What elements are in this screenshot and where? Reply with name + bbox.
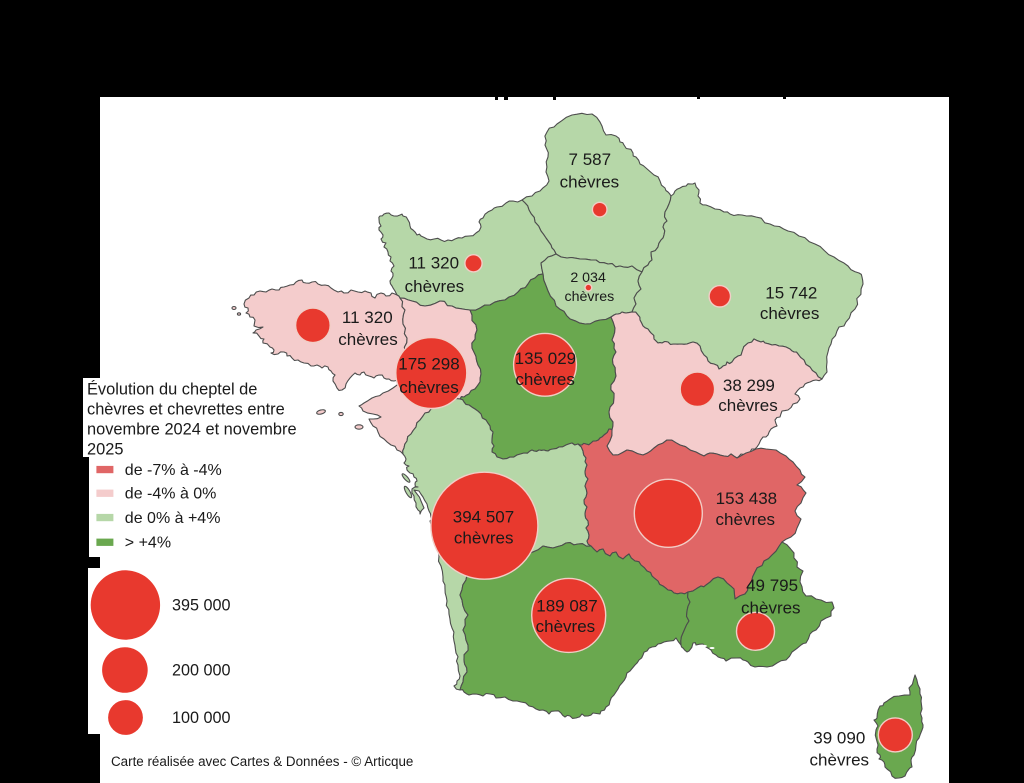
svg-text:38 299: 38 299 [723,376,775,395]
svg-text:chèvres: chèvres [405,277,465,296]
svg-text:chèvres: chèvres [741,599,801,618]
svg-text:de 0% à +4%: de 0% à +4% [125,510,221,527]
svg-text:100 000: 100 000 [172,709,231,727]
svg-text:49 795: 49 795 [746,576,798,595]
svg-text:novembre 2024 et novembre: novembre 2024 et novembre [87,420,297,438]
svg-text:de -4% à 0%: de -4% à 0% [125,486,217,503]
svg-text:chèvres: chèvres [399,378,459,397]
svg-text:189 087: 189 087 [536,596,597,615]
svg-text:39 090: 39 090 [813,729,865,748]
svg-text:chèvres: chèvres [338,330,398,349]
svg-text:chèvres: chèvres [718,396,778,415]
svg-text:135 029: 135 029 [515,349,576,368]
svg-text:chèvres: chèvres [565,289,615,305]
svg-text:394 507: 394 507 [453,508,514,527]
svg-text:chèvres: chèvres [716,510,776,529]
svg-text:Carte réalisée avec Cartes & D: Carte réalisée avec Cartes & Données - ©… [111,754,413,769]
svg-text:chèvres: chèvres [515,370,575,389]
svg-text:Évolution du cheptel de: Évolution du cheptel de [87,379,257,398]
svg-text:11 320: 11 320 [408,254,459,273]
svg-text:153 438: 153 438 [716,489,777,508]
svg-text:395 000: 395 000 [172,596,231,614]
svg-text:15 742: 15 742 [765,283,817,302]
svg-text:chèvres: chèvres [560,173,620,192]
svg-text:> +4%: > +4% [125,535,171,552]
svg-text:2 034: 2 034 [570,270,606,286]
svg-text:chèvres: chèvres [536,617,596,636]
svg-text:175 298: 175 298 [398,355,459,374]
svg-text:chèvres: chèvres [760,304,820,323]
svg-text:chèvres et chevrettes entre: chèvres et chevrettes entre [87,400,285,418]
svg-text:2025: 2025 [87,440,123,458]
svg-text:7 587: 7 587 [569,150,612,169]
svg-text:chèvres: chèvres [810,751,870,770]
svg-text:chèvres: chèvres [454,529,514,548]
svg-text:11 320: 11 320 [342,308,393,327]
svg-text:de -7% à -4%: de -7% à -4% [125,462,222,479]
svg-text:200 000: 200 000 [172,661,231,679]
